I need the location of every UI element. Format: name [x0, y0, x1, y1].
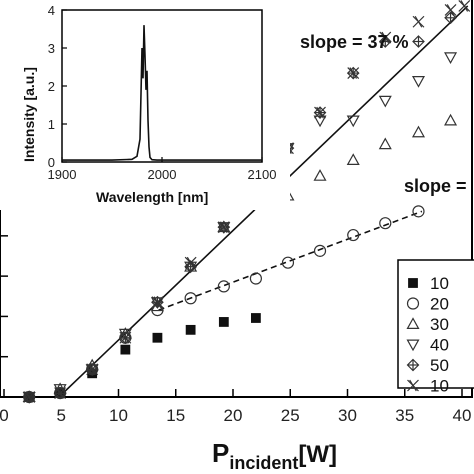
- point-series-5: [23, 391, 36, 403]
- point-series-5: [412, 15, 425, 28]
- inset-y-tick-label: 3: [48, 41, 55, 56]
- inset-y-tick-label: 2: [48, 79, 55, 94]
- point-series-0: [251, 313, 261, 323]
- x-tick-label: 30: [338, 406, 357, 425]
- point-series-1: [217, 280, 230, 293]
- point-series-1: [313, 244, 327, 257]
- inset-y-tick-label: 0: [48, 155, 55, 170]
- x-tick-label: 25: [281, 406, 300, 425]
- point-series-5: [184, 256, 197, 269]
- x-tick-label: 10: [109, 406, 128, 425]
- point-series-2: [411, 125, 426, 138]
- point-series-5: [347, 67, 360, 80]
- marker-circle: [406, 297, 420, 310]
- point-series-1: [347, 228, 360, 242]
- inset-y-label: Intensity [a.u.]: [21, 67, 37, 162]
- legend-label: 10: [430, 377, 449, 396]
- x-tick-label: 35: [395, 406, 414, 425]
- inset-x-tick-label: 2100: [248, 167, 277, 182]
- inset-x-label: Wavelength [nm]: [96, 189, 208, 205]
- point-series-0: [152, 332, 163, 343]
- x-tick-label: 40: [453, 406, 472, 425]
- point-series-5: [54, 387, 67, 399]
- x-tick-label: 0: [0, 406, 9, 425]
- point-series-3: [444, 52, 458, 65]
- x-tick-labels: 0 5 10 15 20 25 30 35 40: [0, 406, 471, 425]
- marker-diamond-cross: [406, 358, 420, 372]
- x-tick-label: 5: [57, 406, 66, 425]
- point-series-5: [151, 296, 164, 309]
- point-series-4: [444, 11, 457, 25]
- marker-triangle-up: [406, 317, 420, 329]
- inset-spectrum: Wavelength [nm] Intensity [a.u.] 1900 200…: [0, 0, 290, 210]
- legend-label: 20: [430, 295, 449, 314]
- x-axis-label-main: P: [212, 438, 229, 468]
- inset-x-tick-label: 1900: [48, 167, 77, 182]
- point-series-3: [378, 95, 392, 108]
- inset-y-tick-label: 1: [48, 117, 55, 132]
- point-series-2: [444, 113, 458, 126]
- inset-y-tick-label: 4: [48, 3, 55, 18]
- point-series-2: [346, 153, 360, 165]
- point-series-3: [346, 115, 360, 128]
- point-series-5: [217, 221, 230, 234]
- x-axis-label-unit: [W]: [298, 441, 337, 468]
- point-series-5: [379, 31, 392, 44]
- legend-label: 40: [430, 336, 449, 355]
- point-series-5: [86, 363, 99, 376]
- legend-label: 10: [430, 274, 449, 293]
- x-tick-label: 20: [224, 406, 243, 425]
- annotation-slope-second: slope =: [404, 176, 467, 196]
- point-series-0: [185, 324, 196, 335]
- marker-triangle-down: [406, 339, 420, 352]
- legend-label: 30: [430, 315, 449, 334]
- point-series-0: [218, 317, 229, 327]
- point-series-1: [412, 205, 425, 218]
- point-series-3: [411, 75, 426, 88]
- point-series-1: [281, 256, 295, 269]
- point-series-5: [314, 106, 326, 119]
- marker-filled-square: [408, 278, 418, 288]
- point-series-1: [249, 272, 262, 285]
- x-axis-label: Pincident[W]: [212, 438, 337, 473]
- point-series-1: [379, 217, 392, 230]
- annotation-slope-37: slope = 37 %: [300, 32, 409, 52]
- point-series-5: [119, 331, 132, 344]
- point-series-2: [378, 137, 392, 150]
- point-series-4: [412, 35, 425, 48]
- marker-x-star: [407, 379, 419, 392]
- x-tick-label: 15: [166, 406, 185, 425]
- point-series-5: [458, 0, 471, 12]
- point-series-0: [120, 344, 131, 355]
- inset-x-tick-label: 2000: [148, 167, 177, 182]
- plot-frame: [0, 0, 473, 398]
- point-series-2: [313, 169, 327, 181]
- inset-spectrum-line: [62, 25, 262, 161]
- point-series-5: [444, 3, 457, 16]
- fit-line-dashed: [158, 210, 423, 311]
- point-series-1: [184, 292, 197, 305]
- x-axis-label-sub: incident: [229, 453, 298, 473]
- legend-label: 50: [430, 356, 449, 375]
